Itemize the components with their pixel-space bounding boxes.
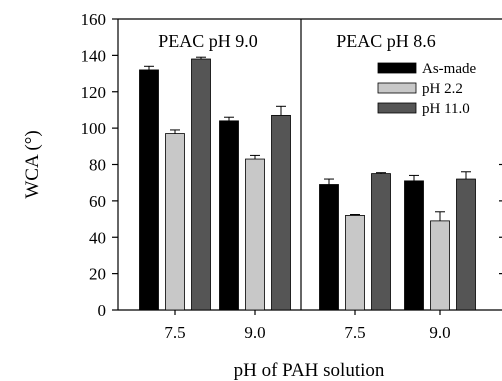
- y-tick-label: 80: [89, 156, 106, 175]
- y-tick-label: 40: [89, 228, 106, 247]
- legend-swatch: [377, 62, 417, 74]
- legend: As-made pH 2.2 pH 11.0: [377, 61, 476, 117]
- x-tick-label: 7.5: [344, 323, 365, 342]
- legend-swatch: [377, 102, 417, 114]
- legend-label: pH 2.2: [422, 81, 463, 97]
- bar: [271, 114, 291, 311]
- panel-title: PEAC pH 9.0: [158, 31, 258, 51]
- bar: [430, 220, 450, 311]
- y-tick-label: 120: [81, 83, 107, 102]
- x-axis-title: pH of PAH solution: [234, 360, 385, 381]
- y-tick-label: 0: [98, 301, 107, 320]
- y-axis: 0 20 40 60 80 100 120 140 160: [81, 10, 502, 320]
- bar: [191, 58, 211, 311]
- legend-label: As-made: [422, 61, 476, 77]
- x-tick-label: 9.0: [429, 323, 450, 342]
- bar: [139, 69, 159, 311]
- y-tick-label: 140: [81, 46, 107, 65]
- bar: [319, 184, 339, 311]
- x-axis: 7.5 9.0 7.5 9.0: [164, 310, 451, 342]
- bar: [219, 120, 239, 311]
- y-tick-label: 20: [89, 265, 106, 284]
- bar: [165, 133, 185, 311]
- x-tick-label: 9.0: [244, 323, 265, 342]
- y-axis-title: WCA (°): [22, 130, 43, 198]
- y-tick-label: 160: [81, 10, 107, 29]
- legend-swatch: [377, 82, 417, 94]
- y-tick-label: 60: [89, 192, 106, 211]
- bars: [139, 56, 476, 311]
- panel-title: PEAC pH 8.6: [336, 31, 436, 51]
- bar: [371, 173, 391, 311]
- bar: [404, 180, 424, 311]
- bar: [345, 215, 365, 311]
- y-tick-label: 100: [81, 119, 107, 138]
- legend-label: pH 11.0: [422, 101, 470, 117]
- bar: [245, 158, 265, 311]
- bar: [456, 178, 476, 311]
- x-tick-label: 7.5: [164, 323, 185, 342]
